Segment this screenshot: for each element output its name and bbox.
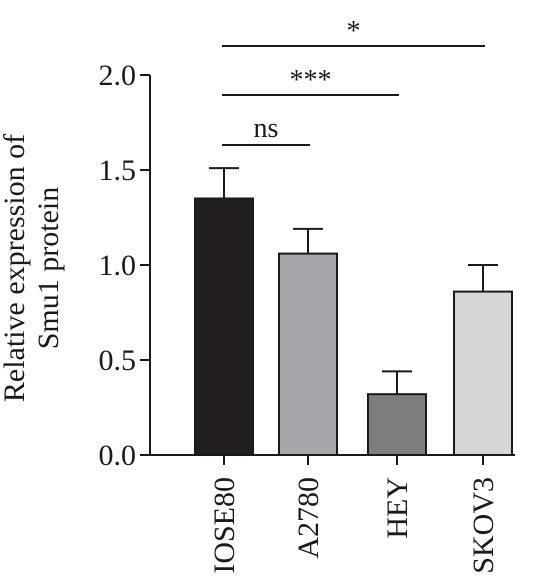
error-bars-group — [209, 167, 498, 395]
significance-group: ns**** — [222, 16, 485, 146]
x-ticks-group: IOSE80 A2780 HEY SKOV3 — [208, 455, 500, 574]
bar-a2780 — [278, 252, 338, 456]
y-tick-label: 0.0 — [99, 439, 137, 472]
significance-label: ns — [254, 113, 279, 144]
bar-iose80 — [194, 197, 254, 456]
significance-label: * — [347, 16, 361, 47]
y-tick-label: 1.5 — [99, 154, 137, 187]
x-tick-label: A2780 — [292, 477, 325, 559]
y-axis-title-line-1: Relative expression of — [0, 134, 31, 402]
y-tick-label: 1.0 — [99, 249, 137, 282]
y-axis-title-line-2: Smu1 protein — [32, 187, 65, 350]
x-tick-label: IOSE80 — [208, 477, 241, 574]
significance-label: *** — [290, 65, 332, 96]
bar-hey — [367, 393, 427, 457]
y-tick-label: 0.5 — [99, 344, 137, 377]
x-tick-label: HEY — [381, 477, 414, 539]
y-ticks-group: 0.0 0.5 1.0 1.5 2.0 — [99, 59, 150, 472]
x-tick-label: SKOV3 — [467, 477, 500, 574]
bar-skov3 — [453, 290, 513, 456]
y-tick-label: 2.0 — [99, 59, 137, 92]
bars-group — [194, 197, 513, 457]
